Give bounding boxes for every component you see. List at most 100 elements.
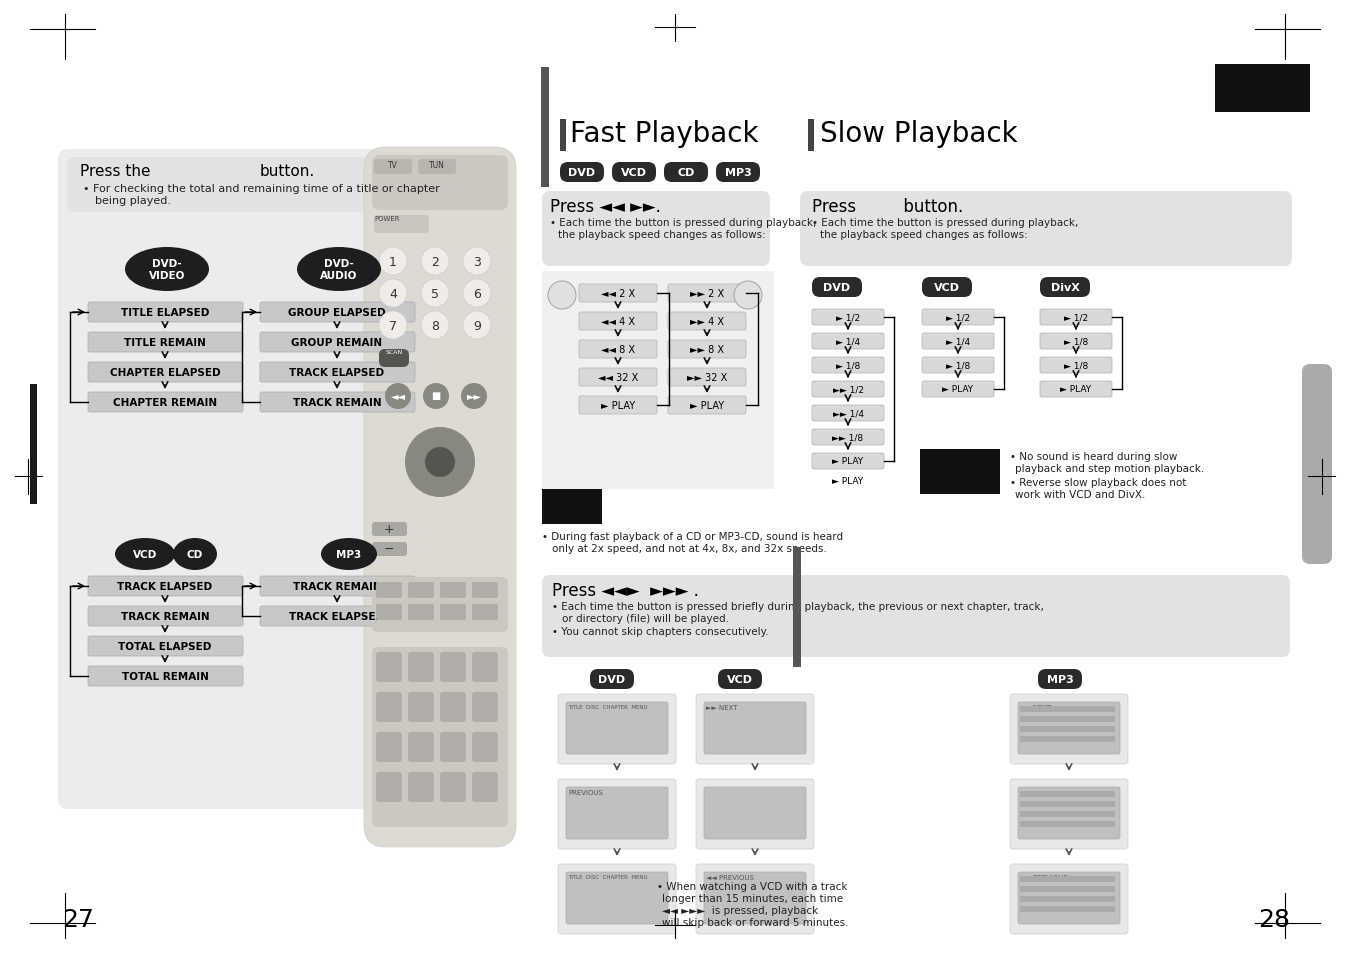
Circle shape [379,280,406,308]
FancyBboxPatch shape [440,582,466,598]
FancyBboxPatch shape [1010,695,1129,764]
Text: 9: 9 [472,319,481,333]
Text: DivX: DivX [1050,283,1080,293]
Text: POWER: POWER [374,215,400,222]
FancyBboxPatch shape [1010,780,1129,849]
Text: • No sound is heard during slow: • No sound is heard during slow [1010,452,1177,461]
Text: Press ◄◄ ►►.: Press ◄◄ ►►. [549,198,662,215]
Bar [1215,65,1310,112]
Bar [560,120,566,152]
Text: VCD: VCD [728,675,753,684]
FancyBboxPatch shape [811,406,884,421]
FancyBboxPatch shape [373,647,508,827]
FancyBboxPatch shape [373,578,508,633]
FancyBboxPatch shape [379,350,409,368]
Text: TRACK ELAPSED: TRACK ELAPSED [289,368,385,377]
FancyBboxPatch shape [668,285,747,303]
FancyBboxPatch shape [408,652,433,682]
FancyBboxPatch shape [541,576,1291,658]
FancyBboxPatch shape [377,692,402,722]
Circle shape [379,248,406,275]
FancyBboxPatch shape [68,158,482,213]
Bar [809,120,814,152]
FancyBboxPatch shape [697,864,814,934]
FancyBboxPatch shape [612,163,656,183]
Text: the playback speed changes as follows:: the playback speed changes as follows: [819,230,1027,240]
Text: 1: 1 [389,255,397,269]
FancyBboxPatch shape [811,381,884,397]
FancyBboxPatch shape [408,604,433,620]
Text: MP3: MP3 [336,550,362,559]
Text: TOTAL ELAPSED: TOTAL ELAPSED [119,641,212,651]
FancyBboxPatch shape [1040,277,1089,297]
Text: TV: TV [387,161,398,170]
FancyBboxPatch shape [374,160,412,174]
Text: ►► 4 X: ►► 4 X [690,316,724,327]
Text: ◄◄ ►►►  is pressed, playback: ◄◄ ►►► is pressed, playback [662,905,818,915]
Text: VCD: VCD [132,550,157,559]
FancyBboxPatch shape [88,606,243,626]
FancyBboxPatch shape [88,363,243,382]
Text: CD: CD [186,550,202,559]
FancyBboxPatch shape [472,582,498,598]
Text: • Each time the button is pressed during playback,: • Each time the button is pressed during… [811,218,1079,228]
Bar [541,68,549,188]
FancyBboxPatch shape [579,313,657,331]
Text: ► 1/8: ► 1/8 [836,361,860,370]
FancyBboxPatch shape [668,313,747,331]
FancyBboxPatch shape [88,577,243,597]
Bar [541,490,602,524]
Text: 28: 28 [1258,907,1291,931]
FancyBboxPatch shape [922,381,994,397]
FancyBboxPatch shape [261,606,414,626]
Text: or directory (file) will be played.: or directory (file) will be played. [562,614,729,623]
Text: Press         button.: Press button. [811,198,964,215]
Text: TUN: TUN [429,161,446,170]
FancyBboxPatch shape [261,303,414,323]
Ellipse shape [321,538,377,571]
FancyBboxPatch shape [541,192,769,267]
Text: ◄◄ PREVIOUS: ◄◄ PREVIOUS [706,874,753,880]
Text: ► 1/8: ► 1/8 [1064,361,1088,370]
Circle shape [379,312,406,339]
FancyBboxPatch shape [922,310,994,326]
FancyBboxPatch shape [558,780,676,849]
Text: DVD: DVD [568,168,595,178]
FancyBboxPatch shape [697,695,814,764]
FancyBboxPatch shape [811,334,884,350]
FancyBboxPatch shape [1021,896,1115,902]
FancyBboxPatch shape [377,732,402,762]
Text: VCD: VCD [934,283,960,293]
FancyBboxPatch shape [922,334,994,350]
FancyBboxPatch shape [590,669,634,689]
FancyBboxPatch shape [668,369,747,387]
FancyBboxPatch shape [377,652,402,682]
Text: 5: 5 [431,288,439,301]
Circle shape [425,448,455,477]
FancyBboxPatch shape [668,396,747,415]
Text: ► 1/8: ► 1/8 [946,361,971,370]
Text: button.: button. [261,164,316,179]
FancyBboxPatch shape [1040,334,1112,350]
FancyBboxPatch shape [261,577,414,597]
FancyBboxPatch shape [88,637,243,657]
Circle shape [548,282,576,310]
Text: Press the: Press the [80,164,150,179]
Text: ■: ■ [432,391,440,400]
FancyBboxPatch shape [668,340,747,358]
Text: • For checking the total and remaining time of a title or chapter: • For checking the total and remaining t… [82,184,440,193]
FancyBboxPatch shape [1021,876,1115,882]
FancyBboxPatch shape [1021,906,1115,912]
FancyBboxPatch shape [566,787,668,840]
Text: 8: 8 [431,319,439,333]
FancyBboxPatch shape [579,340,657,358]
FancyBboxPatch shape [440,692,466,722]
Text: ◄◄ 2 X: ◄◄ 2 X [601,289,634,298]
Circle shape [734,282,761,310]
Text: TOTAL REMAIN: TOTAL REMAIN [122,671,208,681]
Text: 27: 27 [62,907,95,931]
FancyBboxPatch shape [558,695,676,764]
Ellipse shape [173,538,217,571]
Text: ◄◄ 4 X: ◄◄ 4 X [601,316,634,327]
FancyBboxPatch shape [1018,702,1120,754]
